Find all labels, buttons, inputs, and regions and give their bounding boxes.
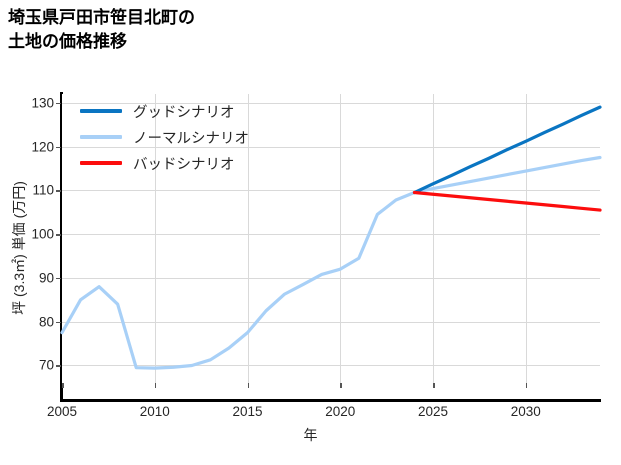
- gridline-horizontal: [62, 234, 600, 236]
- gridline-vertical: [340, 94, 342, 383]
- y-tick-mark: [56, 234, 61, 236]
- x-tick-label: 2010: [139, 404, 170, 419]
- gridline-horizontal: [62, 102, 600, 104]
- plot-area: [56, 94, 602, 388]
- gridline-horizontal: [62, 321, 600, 323]
- gridline-horizontal: [62, 365, 600, 367]
- legend: グッドシナリオ ノーマルシナリオ バッドシナリオ: [74, 92, 259, 182]
- legend-swatch-normal-icon: [80, 135, 122, 139]
- x-tick-mark: [154, 383, 157, 388]
- gridline-vertical: [154, 94, 156, 383]
- legend-item-good: グッドシナリオ: [80, 98, 249, 124]
- gridline-vertical: [247, 94, 249, 383]
- y-tick-mark: [56, 321, 61, 324]
- legend-swatch-good-icon: [80, 109, 122, 113]
- gridline-vertical: [433, 94, 435, 383]
- x-tick-mark: [247, 383, 250, 388]
- series-line: [60, 155, 602, 370]
- x-tick-label: 2020: [325, 404, 356, 419]
- y-tick-mark: [56, 146, 61, 149]
- x-tick-label: 2005: [46, 404, 78, 419]
- legend-item-bad: バッドシナリオ: [80, 150, 249, 176]
- y-tick-mark: [56, 102, 61, 105]
- series-line: [412, 105, 602, 195]
- legend-item-normal: ノーマルシナリオ: [80, 124, 249, 150]
- y-tick-mark: [56, 277, 61, 280]
- page-title: 埼玉県戸田市笹目北町の 土地の価格推移: [8, 8, 195, 52]
- legend-swatch-bad-icon: [80, 161, 122, 165]
- y-tick-label: 130: [31, 95, 54, 111]
- series-line: [412, 190, 602, 212]
- y-tick-label: 70: [38, 357, 54, 373]
- y-axis-label: 坪 (3.3㎡) 単価 (万円): [11, 181, 27, 315]
- x-tick-mark: [433, 383, 435, 388]
- y-tick-label: 80: [38, 314, 54, 330]
- x-tick-mark: [340, 383, 342, 388]
- y-tick-mark: [56, 190, 61, 192]
- gridline-horizontal: [62, 146, 600, 148]
- y-axis-line: [60, 92, 63, 402]
- legend-label-good: グッドシナリオ: [133, 104, 235, 121]
- legend-label-normal: ノーマルシナリオ: [133, 130, 249, 147]
- x-tick-mark: [525, 383, 528, 388]
- x-tick-mark: [62, 383, 64, 388]
- legend-label-bad: バッドシナリオ: [133, 156, 235, 173]
- x-axis-line: [60, 399, 601, 402]
- gridline-vertical: [525, 94, 527, 383]
- y-tick-mark: [56, 365, 61, 367]
- y-tick-label: 100: [31, 226, 54, 242]
- x-axis-label: 年: [303, 427, 318, 443]
- x-tick-label: 2025: [418, 404, 449, 419]
- x-tick-label: 2030: [510, 404, 541, 419]
- y-tick-label: 90: [38, 270, 54, 286]
- x-tick-label: 2015: [232, 404, 263, 419]
- y-tick-label: 120: [31, 139, 54, 155]
- gridline-horizontal: [62, 190, 600, 192]
- series-lines: [60, 105, 602, 370]
- y-tick-label: 110: [32, 182, 54, 198]
- gridline-horizontal: [62, 277, 600, 279]
